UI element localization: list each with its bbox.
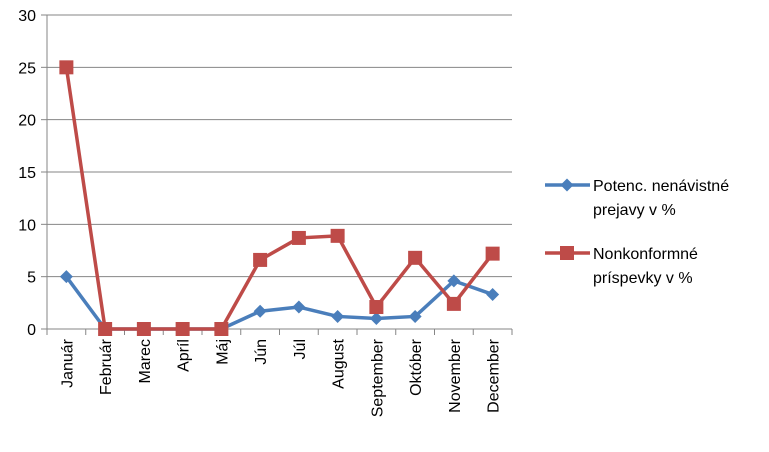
series-2-point	[291, 230, 306, 245]
y-tick-label: 20	[18, 113, 36, 130]
series-1-point	[447, 274, 461, 288]
series-line-2	[64, 67, 495, 331]
y-tick-label: 5	[27, 270, 36, 287]
gridlines	[47, 14, 512, 278]
x-tick-label: Júl	[292, 339, 309, 359]
series-2-point	[408, 250, 423, 265]
x-tick-label: Jún	[253, 339, 270, 365]
x-tick-label: December	[486, 338, 503, 412]
series-2-point	[253, 252, 268, 267]
y-tick-label: 0	[27, 322, 36, 339]
series-group	[59, 60, 500, 336]
y-tick-label: 25	[18, 60, 36, 77]
x-tick-label: Október	[408, 338, 425, 396]
series-1-point	[253, 304, 267, 318]
legend-label: Potenc. nenávistné	[593, 178, 729, 195]
series-2-point	[369, 300, 384, 315]
series-1-point	[292, 300, 306, 314]
series-2-point	[59, 60, 74, 75]
legend-label: príspevky v %	[593, 270, 693, 287]
y-tick-label: 15	[18, 165, 36, 182]
series-1-point	[408, 309, 422, 323]
series-2-point	[330, 228, 345, 243]
series-1-point	[331, 309, 345, 323]
x-tick-label: November	[447, 338, 464, 412]
axes: 0 5 10 15 20 25 30 Január Február Marec Apríl Máj Jú…	[18, 8, 513, 417]
y-tick-label: 10	[18, 217, 36, 234]
series-1-point	[59, 270, 73, 284]
series-2-point	[446, 296, 461, 311]
series-2-point	[485, 246, 500, 261]
x-tick-label: August	[331, 338, 348, 388]
x-tick-label: Január	[59, 338, 76, 388]
legend-label: Nonkonformné	[593, 246, 698, 263]
x-tick-label: September	[369, 338, 386, 417]
series-1-point	[486, 287, 500, 301]
series-2-point	[175, 322, 190, 336]
legend: Potenc. nenávistné prejavy v % Nonkonformn…	[545, 178, 729, 287]
x-tick-label: Máj	[214, 339, 231, 365]
series-line-1	[64, 275, 494, 331]
y-tick-label: 30	[18, 8, 36, 25]
legend-marker-2	[560, 246, 574, 260]
x-tick-label: Február	[98, 338, 115, 395]
series-2-point	[136, 322, 151, 336]
legend-label: prejavy v %	[593, 202, 676, 219]
series-2-point	[98, 322, 113, 336]
x-tick-label: Marec	[137, 339, 154, 383]
series-2-point	[214, 322, 229, 336]
x-tick-label: Apríl	[176, 339, 193, 372]
legend-marker-1	[560, 178, 574, 192]
series-1-point	[369, 312, 383, 326]
